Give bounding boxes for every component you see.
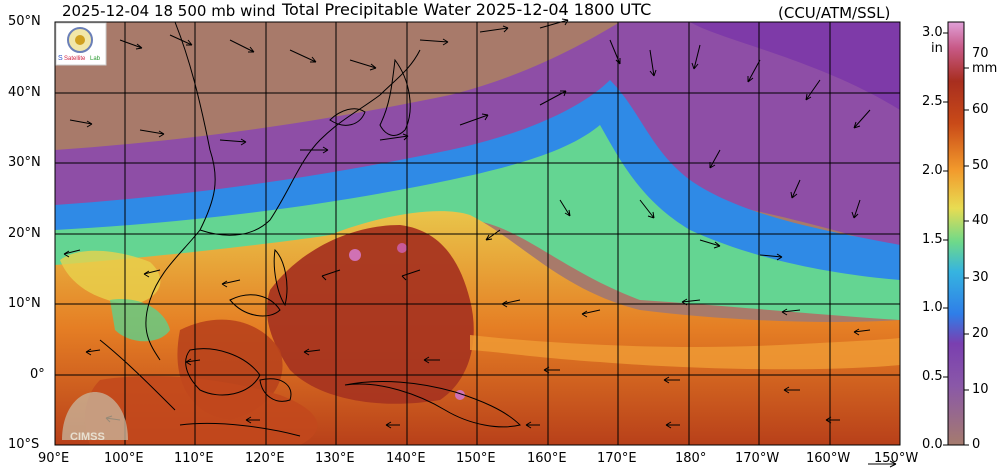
svg-text:S: S [58,55,63,62]
lon-label: 130°E [315,451,355,466]
lon-label: 180° [675,451,707,466]
lon-label: 90°E [38,451,70,466]
colorbar-mm-tick: 70 [972,46,989,61]
colorbar-ticks [943,32,969,446]
cimss-logo: CIMSS [62,392,128,443]
lat-label: 50°N [8,14,41,29]
cimss-logo-text: CIMSS [70,431,105,443]
page-title: Total Precipitable Water 2025-12-04 1800… [282,0,652,19]
lon-label: 110°E [174,451,214,466]
lon-label: 170°E [597,451,637,466]
lat-label: 10°N [8,296,41,311]
ssl-logo: S Satellite Lab [55,22,107,66]
lon-label: 170°W [735,451,780,466]
colorbar-inch-tick: 0.0 [922,437,943,452]
lat-label: 30°N [8,155,41,170]
colorbar-inch-tick: 0.5 [922,369,943,384]
lon-label: 160°E [527,451,567,466]
lat-label: 40°N [8,85,41,100]
lon-label: 150°W [874,451,919,466]
lat-label: 20°N [8,226,41,241]
lon-label: 140°E [386,451,426,466]
colorbar [947,21,965,446]
lat-label: 10°S [8,437,40,452]
lon-label: 150°E [456,451,496,466]
colorbar-mm-tick: 10 [972,382,989,397]
colorbar-mm-unit: mm [972,61,998,76]
map-frame [54,21,901,446]
colorbar-inch-unit: in [931,41,943,56]
reference-arrow [868,460,897,468]
colorbar-mm-tick: 30 [972,270,989,285]
colorbar-inch-tick: 2.5 [922,94,943,109]
lon-label: 100°E [104,451,144,466]
colorbar-mm-tick: 20 [972,326,989,341]
colorbar-inch-tick: 1.0 [922,300,943,315]
colorbar-mm-tick: 0 [972,437,981,452]
institution-label: (CCU/ATM/SSL) [778,4,891,22]
svg-text:Satellite: Satellite [64,56,86,62]
colorbar-mm-tick: 50 [972,158,989,173]
colorbar-mm-tick: 40 [972,213,989,228]
coastlines [99,21,521,437]
svg-text:Lab: Lab [90,56,101,62]
colorbar-inch-tick: 2.0 [922,163,943,178]
colorbar-inch-tick: 1.5 [922,232,943,247]
lon-label: 160°W [806,451,851,466]
wind-vectors [63,18,871,429]
wind-level-label: 2025-12-04 18 500 mb wind [62,2,276,20]
lon-label: 120°E [245,451,285,466]
colorbar-inch-tick: 3.0 [922,25,943,40]
lat-label: 0° [30,367,45,382]
colorbar-mm-tick: 60 [972,102,989,117]
